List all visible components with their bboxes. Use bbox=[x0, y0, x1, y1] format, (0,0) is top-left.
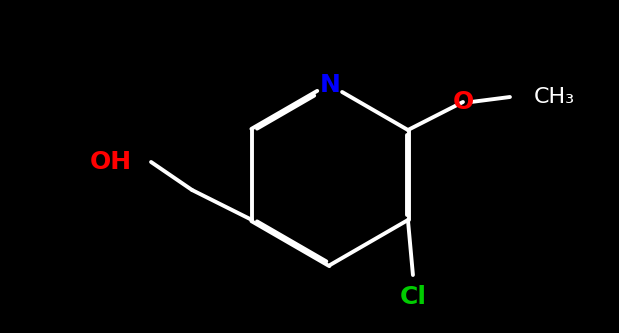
Text: O: O bbox=[452, 90, 474, 114]
Text: OH: OH bbox=[90, 150, 132, 174]
Text: N: N bbox=[319, 73, 340, 97]
Text: Cl: Cl bbox=[399, 285, 426, 309]
Text: CH₃: CH₃ bbox=[534, 87, 575, 107]
